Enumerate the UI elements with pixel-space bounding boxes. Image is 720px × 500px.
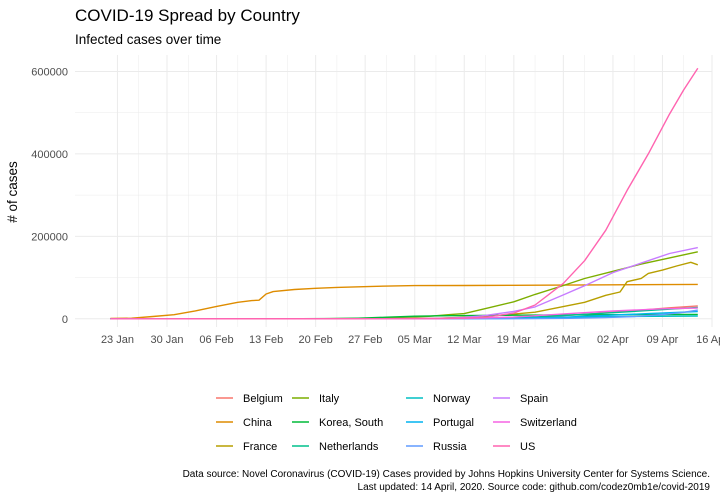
- series-lines: [110, 67, 699, 320]
- caption-updated: Last updated: 14 April, 2020. Source cod…: [358, 482, 711, 493]
- legend-label: Korea, South: [319, 417, 383, 429]
- legend-item: US: [493, 441, 535, 453]
- legend-label: US: [520, 441, 535, 453]
- legend-label: Spain: [520, 393, 548, 405]
- x-tick-label: 26 Mar: [546, 334, 581, 346]
- y-tick-label: 600000: [31, 66, 68, 78]
- x-axis-ticks: 23 Jan 30 Jan 06 Feb 13 Feb 20 Feb 27 Feb 05 M…: [101, 334, 720, 346]
- legend-label: Belgium: [243, 393, 283, 405]
- legend-item: Norway: [406, 393, 471, 405]
- legend-item: China: [216, 417, 273, 429]
- legend-label: France: [243, 441, 277, 453]
- x-tick-label: 27 Feb: [348, 334, 382, 346]
- x-tick-label: 06 Feb: [199, 334, 233, 346]
- x-tick-label: 30 Jan: [150, 334, 183, 346]
- legend-item: France: [216, 441, 277, 453]
- y-tick-label: 200000: [31, 231, 68, 243]
- series-line: [124, 261, 699, 320]
- x-tick-label: 20 Feb: [299, 334, 333, 346]
- chart-subtitle: Infected cases over time: [75, 32, 221, 47]
- x-tick-label: 02 Apr: [597, 334, 629, 346]
- x-tick-label: 19 Mar: [497, 334, 532, 346]
- legend-item: Belgium: [216, 393, 283, 405]
- caption-source: Data source: Novel Coronavirus (COVID-19…: [183, 469, 710, 480]
- legend-label: Norway: [433, 393, 471, 405]
- legend-label: Portugal: [433, 417, 474, 429]
- legend-item: Italy: [292, 393, 340, 405]
- series-line: [110, 283, 698, 320]
- x-tick-label: 23 Jan: [101, 334, 134, 346]
- chart-title: COVID-19 Spread by Country: [75, 6, 300, 25]
- legend-item: Spain: [493, 393, 548, 405]
- x-tick-label: 05 Mar: [398, 334, 433, 346]
- y-axis-ticks: 0 200000 400000 600000: [31, 66, 68, 325]
- legend-label: Italy: [319, 393, 340, 405]
- legend-label: Netherlands: [319, 441, 379, 453]
- legend-item: Switzerland: [493, 417, 577, 429]
- legend-item: Portugal: [406, 417, 474, 429]
- series-line: [110, 67, 699, 320]
- major-gridlines: [75, 55, 713, 327]
- y-axis-title: # of cases: [5, 161, 20, 223]
- legend-label: Switzerland: [520, 417, 577, 429]
- legend-item: Russia: [406, 441, 468, 453]
- legend-label: Russia: [433, 441, 468, 453]
- series-line: [181, 246, 698, 320]
- x-tick-label: 16 Apr: [696, 334, 720, 346]
- x-tick-label: 12 Mar: [447, 334, 482, 346]
- y-tick-label: 0: [62, 314, 68, 326]
- minor-gridlines: [75, 55, 712, 327]
- legend: Belgium China France Italy Korea, South Nethe…: [216, 393, 577, 453]
- legend-item: Netherlands: [292, 441, 379, 453]
- x-tick-label: 13 Feb: [249, 334, 283, 346]
- legend-label: China: [243, 417, 273, 429]
- x-tick-label: 09 Apr: [647, 334, 679, 346]
- legend-item: Korea, South: [292, 417, 383, 429]
- y-tick-label: 400000: [31, 149, 68, 161]
